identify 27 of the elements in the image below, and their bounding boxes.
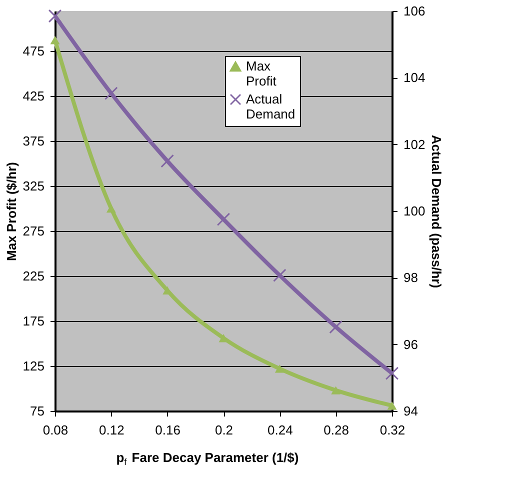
x-tick-label: 0.08: [42, 422, 68, 438]
y2-tick-label: 104: [404, 70, 426, 86]
y-tick-label: 225: [22, 268, 44, 284]
legend-label: Max Profit: [246, 58, 277, 88]
y-tick-label: 325: [22, 178, 44, 194]
y-tick-label: 125: [22, 358, 44, 374]
y2-tick-label: 102: [404, 136, 426, 152]
x-tick-label: 0.16: [155, 422, 180, 438]
y-tick-label: 375: [22, 133, 44, 148]
y2-tick-label: 106: [404, 4, 426, 18]
y-tick-label: 475: [22, 43, 44, 58]
y2-tick-label: 94: [404, 404, 418, 418]
x-tick-label: 0.28: [324, 422, 349, 438]
x-tick-label: 0.32: [380, 422, 406, 438]
y2-tick-label: 98: [404, 270, 418, 286]
x-tick-label: 0.24: [268, 422, 293, 438]
legend-label: Actual Demand: [246, 92, 296, 122]
y2-axis-title: Actual Demand (pass/hr): [429, 134, 444, 288]
y-axis-title: Max Profit ($/hr): [4, 162, 19, 261]
y2-tick-label: 100: [404, 204, 426, 218]
y-tick-label: 75: [30, 404, 44, 418]
y-tick-label: 425: [22, 88, 44, 104]
y-tick-label: 275: [22, 223, 44, 238]
y2-tick-label: 96: [404, 336, 418, 352]
y-tick-label: 175: [22, 313, 44, 328]
x-tick-label: 0.12: [99, 422, 124, 438]
x-tick-label: 0.2: [214, 422, 234, 438]
